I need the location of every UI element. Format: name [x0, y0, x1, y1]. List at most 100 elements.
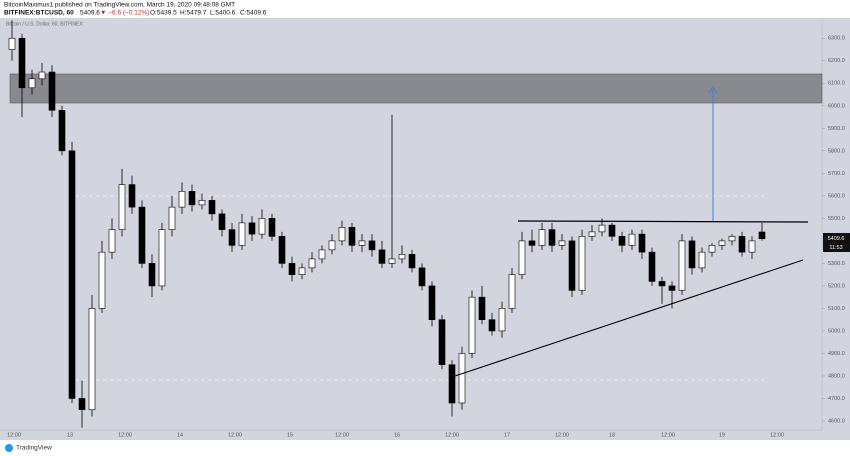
countdown: 11:53: [829, 245, 842, 251]
candle-body: [398, 254, 406, 260]
candle-body: [258, 218, 266, 235]
x-tick-label: 12:00: [7, 432, 21, 438]
candle-body: [128, 184, 136, 208]
high-label: H:5479.7: [180, 10, 207, 17]
candle-body: [638, 233, 646, 253]
candle-body: [138, 206, 146, 264]
y-tick-label: 6300.0: [828, 36, 845, 42]
candle-body: [738, 236, 746, 253]
candle-body: [88, 308, 96, 411]
candle-body: [28, 78, 36, 89]
candles: [8, 20, 766, 428]
candle-body: [248, 222, 256, 235]
x-tick-label: 12:00: [661, 432, 675, 438]
symbol: BITFINEX:BTCUSD, 60: [4, 10, 74, 17]
candle-body: [588, 231, 596, 237]
x-tick-label: 12:00: [445, 432, 459, 438]
candle-body: [188, 191, 196, 206]
y-tick-label: 5100.0: [828, 306, 845, 312]
candle-body: [58, 110, 66, 152]
candle-body: [718, 240, 726, 246]
target-arrow-head: [708, 86, 718, 94]
y-tick-label: 5000.0: [828, 328, 845, 334]
candle-body: [668, 285, 676, 291]
candle-body: [418, 267, 426, 287]
candle-body: [238, 222, 246, 246]
x-tick-label: 12:00: [335, 432, 349, 438]
resistance-zone: [9, 73, 823, 104]
candle-body: [328, 240, 336, 251]
x-tick-label: 12:00: [555, 432, 569, 438]
x-tick-label: 17: [504, 432, 510, 438]
candle-body: [708, 245, 716, 253]
candle-body: [568, 240, 576, 291]
x-tick-label: 18: [609, 432, 615, 438]
candle-body: [198, 200, 206, 206]
price-label: 5409.6: [828, 236, 845, 242]
candle-body: [308, 258, 316, 269]
candle-body: [458, 353, 466, 404]
candle-body: [158, 229, 166, 287]
x-tick-label: 15: [287, 432, 293, 438]
candle-body: [678, 240, 686, 291]
candle-body: [558, 240, 566, 246]
candle-body: [348, 227, 356, 246]
candle-body: [628, 233, 636, 246]
candle-body: [478, 296, 486, 320]
candle-body: [728, 236, 736, 242]
y-tick-label: 5800.0: [828, 148, 845, 154]
candle-body: [758, 231, 766, 240]
candle-body: [598, 224, 606, 233]
logo: [5, 444, 13, 452]
y-tick-label: 5700.0: [828, 171, 845, 177]
author-line: BitcoinMaximus1 published on TradingView…: [4, 2, 235, 9]
candle-body: [278, 236, 286, 264]
candle-body: [318, 249, 326, 260]
candle-body: [108, 229, 116, 253]
candle-body: [518, 240, 526, 275]
candle-body: [298, 267, 306, 275]
x-tick-label: 12:00: [118, 432, 132, 438]
candle-body: [98, 251, 106, 309]
candle-body: [18, 37, 26, 89]
y-tick-label: 4800.0: [828, 373, 845, 379]
candle-body: [338, 227, 346, 242]
candle-body: [178, 191, 186, 208]
x-tick-label: 12:00: [228, 432, 242, 438]
candle-body: [748, 240, 756, 253]
y-tick-label: 6200.0: [828, 58, 845, 64]
candle-body: [48, 71, 56, 111]
candle-body: [468, 296, 476, 354]
candle-body: [268, 218, 276, 237]
symbol-line: BITFINEX:BTCUSD, 60 5409.6 ▼ −6.6 (−0.12…: [4, 10, 267, 17]
countdown-box: [823, 243, 850, 252]
chart-title: Bitcoin / U.S. Dollar, 60, BITFINEX: [6, 21, 83, 27]
candle-body: [38, 71, 46, 80]
x-tick-label: 16: [394, 432, 400, 438]
x-tick-label: 12:00: [770, 432, 784, 438]
x-tick-label: 13: [67, 432, 73, 438]
candle-body: [548, 229, 556, 246]
candle-body: [698, 251, 706, 269]
candle-body: [218, 213, 226, 230]
y-tick-label: 6000.0: [828, 103, 845, 109]
candle-body: [288, 263, 296, 275]
candle-body: [168, 206, 176, 230]
open-label: O:5439.5: [150, 10, 177, 17]
footer: TradingView: [16, 445, 52, 452]
candle-body: [658, 281, 666, 287]
y-tick-label: 5900.0: [828, 126, 845, 132]
candle-body: [428, 285, 436, 320]
candle-body: [68, 150, 76, 399]
candle-body: [368, 240, 376, 251]
y-tick-label: 6100.0: [828, 81, 845, 87]
candle-body: [358, 240, 366, 246]
candle-body: [228, 229, 236, 246]
support-line: [454, 259, 804, 377]
candle-body: [148, 263, 156, 287]
candle-body: [78, 398, 86, 411]
y-tick-label: 5300.0: [828, 261, 845, 267]
candle-body: [378, 249, 386, 264]
